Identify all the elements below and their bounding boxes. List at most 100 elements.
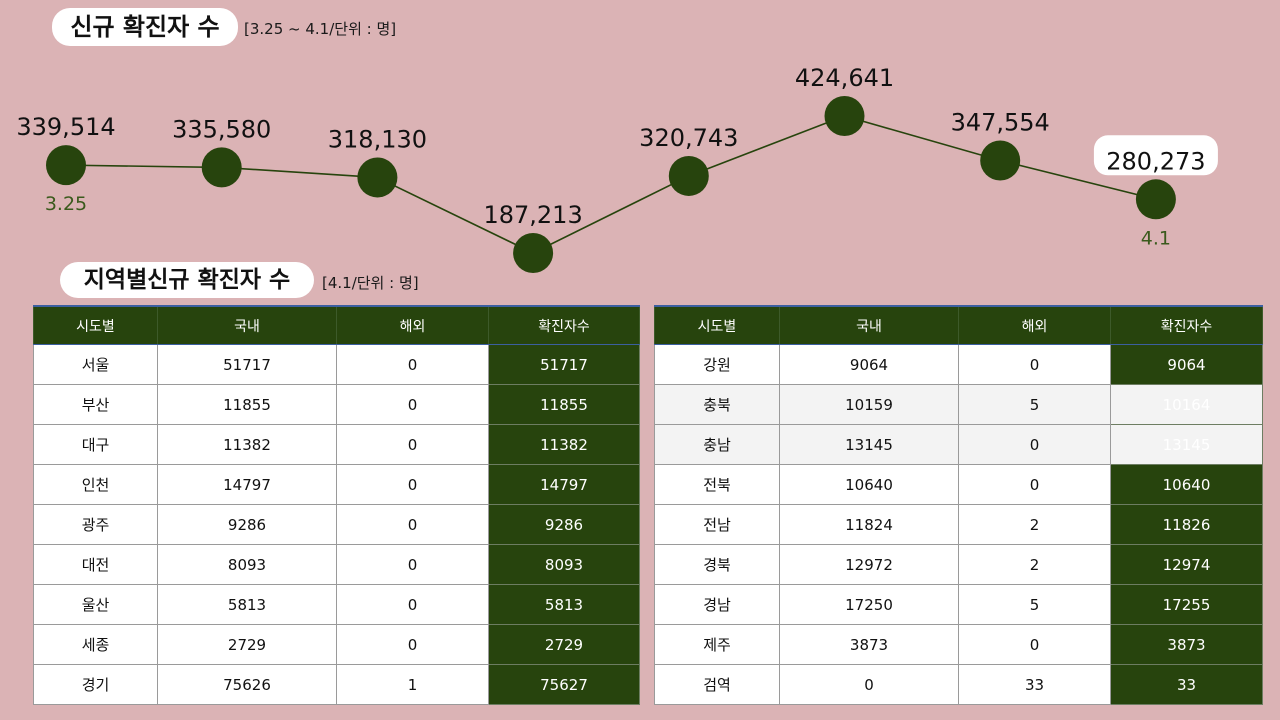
region-cell: 전북 <box>654 464 780 505</box>
table-row: 대전 8093 0 8093 <box>33 544 640 585</box>
total-cell: 3873 <box>1110 624 1263 665</box>
region-table-left: 시도별 국내 해외 확진자수 서울 51717 0 51717 부산 11855 0 11855 대구… <box>33 305 640 705</box>
table-row: 경남 17250 5 17255 <box>654 584 1263 625</box>
region-cell: 대구 <box>33 424 158 465</box>
domestic-cell: 11382 <box>157 424 337 465</box>
domestic-cell: 10640 <box>779 464 959 505</box>
region-cell: 울산 <box>33 584 158 625</box>
domestic-cell: 0 <box>779 664 959 705</box>
column-header: 해외 <box>958 305 1111 345</box>
table-row: 충북 10159 5 10164 <box>654 384 1263 425</box>
region-cell: 전남 <box>654 504 780 545</box>
overseas-cell: 0 <box>336 544 489 585</box>
overseas-cell: 0 <box>958 344 1111 385</box>
total-cell: 17255 <box>1110 584 1263 625</box>
domestic-cell: 13145 <box>779 424 959 465</box>
total-cell: 10164 <box>1110 384 1263 425</box>
overseas-cell: 2 <box>958 544 1111 585</box>
region-cell: 충남 <box>654 424 780 465</box>
table-header-row: 시도별 국내 해외 확진자수 <box>654 305 1263 345</box>
data-point <box>357 157 398 198</box>
table-row: 전남 11824 2 11826 <box>654 504 1263 545</box>
column-header: 시도별 <box>654 305 780 345</box>
region-cell: 서울 <box>33 344 158 385</box>
region-cell: 부산 <box>33 384 158 425</box>
region-section-title: 지역별신규 확진자 수 <box>60 262 314 298</box>
domestic-cell: 12972 <box>779 544 959 585</box>
data-label: 280,273 <box>1106 147 1205 175</box>
chart-title: 신규 확진자 수 <box>52 8 238 46</box>
table-row: 검역 0 33 33 <box>654 664 1263 705</box>
table-row: 세종 2729 0 2729 <box>33 624 640 665</box>
column-header: 확진자수 <box>488 305 640 345</box>
column-header: 시도별 <box>33 305 158 345</box>
highlight-label-bg <box>1093 135 1218 176</box>
domestic-cell: 11855 <box>157 384 337 425</box>
domestic-cell: 9286 <box>157 504 337 545</box>
region-cell: 대전 <box>33 544 158 585</box>
total-cell: 33 <box>1110 664 1263 705</box>
overseas-cell: 0 <box>958 624 1111 665</box>
column-header: 확진자수 <box>1110 305 1263 345</box>
total-cell: 10640 <box>1110 464 1263 505</box>
total-cell: 5813 <box>488 584 640 625</box>
domestic-cell: 8093 <box>157 544 337 585</box>
region-cell: 인천 <box>33 464 158 505</box>
data-label: 335,580 <box>172 115 271 143</box>
total-cell: 12974 <box>1110 544 1263 585</box>
total-cell: 2729 <box>488 624 640 665</box>
region-cell: 세종 <box>33 624 158 665</box>
region-table-right: 시도별 국내 해외 확진자수 강원 9064 0 9064 충북 10159 5 10164 충남 13… <box>654 305 1263 705</box>
table-row: 서울 51717 0 51717 <box>33 344 640 385</box>
data-point <box>824 96 865 136</box>
total-cell: 11382 <box>488 424 640 465</box>
total-cell: 8093 <box>488 544 640 585</box>
overseas-cell: 0 <box>336 624 489 665</box>
domestic-cell: 51717 <box>157 344 337 385</box>
data-label: 339,514 <box>16 113 115 141</box>
region-cell: 검역 <box>654 664 780 705</box>
overseas-cell: 0 <box>336 504 489 545</box>
overseas-cell: 33 <box>958 664 1111 705</box>
overseas-cell: 5 <box>958 584 1111 625</box>
overseas-cell: 2 <box>958 504 1111 545</box>
x-tick-label: 4.1 <box>1141 227 1171 249</box>
table-row: 경기 75626 1 75627 <box>33 664 640 705</box>
table-row: 울산 5813 0 5813 <box>33 584 640 625</box>
region-cell: 강원 <box>654 344 780 385</box>
table-row: 광주 9286 0 9286 <box>33 504 640 545</box>
chart-subtitle: [3.25 ~ 4.1/단위 : 명] <box>244 20 397 38</box>
domestic-cell: 11824 <box>779 504 959 545</box>
table-row: 강원 9064 0 9064 <box>654 344 1263 385</box>
region-cell: 제주 <box>654 624 780 665</box>
region-cell: 경북 <box>654 544 780 585</box>
data-point <box>1135 179 1176 220</box>
domestic-cell: 5813 <box>157 584 337 625</box>
overseas-cell: 0 <box>336 344 489 385</box>
overseas-cell: 5 <box>958 384 1111 425</box>
table-header-row: 시도별 국내 해외 확진자수 <box>33 305 640 345</box>
domestic-cell: 10159 <box>779 384 959 425</box>
data-label: 424,641 <box>795 64 894 92</box>
table-row: 부산 11855 0 11855 <box>33 384 640 425</box>
domestic-cell: 2729 <box>157 624 337 665</box>
domestic-cell: 3873 <box>779 624 959 665</box>
total-cell: 51717 <box>488 344 640 385</box>
total-cell: 75627 <box>488 664 640 705</box>
column-header: 국내 <box>157 305 337 345</box>
region-section-subtitle: [4.1/단위 : 명] <box>322 274 419 292</box>
total-cell: 14797 <box>488 464 640 505</box>
data-point <box>668 155 709 196</box>
overseas-cell: 0 <box>336 384 489 425</box>
table-row: 인천 14797 0 14797 <box>33 464 640 505</box>
table-row: 충남 13145 0 13145 <box>654 424 1263 465</box>
total-cell: 11855 <box>488 384 640 425</box>
region-cell: 광주 <box>33 504 158 545</box>
data-point <box>201 147 242 188</box>
data-label: 347,554 <box>951 108 1050 136</box>
overseas-cell: 0 <box>336 464 489 505</box>
data-label: 320,743 <box>639 124 738 152</box>
data-point <box>980 140 1021 181</box>
overseas-cell: 0 <box>336 424 489 465</box>
overseas-cell: 0 <box>958 424 1111 465</box>
